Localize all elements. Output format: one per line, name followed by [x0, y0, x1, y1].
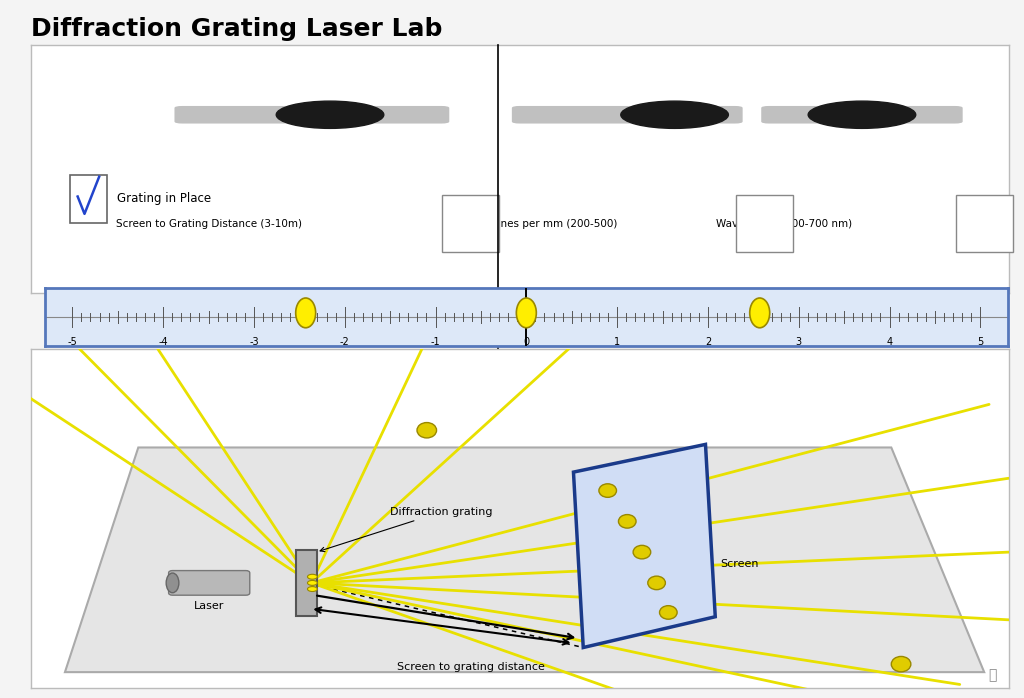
FancyBboxPatch shape: [736, 195, 793, 252]
Text: 1: 1: [614, 338, 621, 348]
Polygon shape: [65, 447, 984, 672]
FancyBboxPatch shape: [70, 175, 106, 223]
Circle shape: [621, 101, 728, 128]
Text: 2: 2: [705, 338, 711, 348]
Text: -1: -1: [431, 338, 440, 348]
Ellipse shape: [296, 298, 315, 328]
Ellipse shape: [618, 514, 636, 528]
Text: Screen to Grating Distance (3-10m): Screen to Grating Distance (3-10m): [116, 218, 302, 229]
FancyBboxPatch shape: [442, 195, 499, 252]
Ellipse shape: [516, 298, 537, 328]
Text: 10: 10: [463, 217, 478, 230]
Ellipse shape: [166, 573, 179, 593]
Text: Screen: Screen: [720, 559, 759, 570]
Ellipse shape: [659, 606, 677, 619]
Text: 4: 4: [887, 338, 893, 348]
Ellipse shape: [599, 484, 616, 498]
Text: -2: -2: [340, 338, 349, 348]
Text: 3: 3: [796, 338, 802, 348]
Text: Grating lines per mm (200-500): Grating lines per mm (200-500): [453, 218, 617, 229]
Ellipse shape: [307, 581, 317, 586]
FancyBboxPatch shape: [955, 195, 1013, 252]
Text: -4: -4: [159, 338, 168, 348]
Ellipse shape: [307, 574, 317, 579]
Text: 0: 0: [523, 338, 529, 348]
Text: Screen to grating distance: Screen to grating distance: [397, 662, 545, 671]
Ellipse shape: [633, 545, 650, 559]
Ellipse shape: [648, 576, 666, 590]
Circle shape: [276, 101, 384, 128]
Ellipse shape: [750, 298, 770, 328]
Text: 500: 500: [753, 217, 775, 230]
Ellipse shape: [417, 422, 436, 438]
Circle shape: [808, 101, 915, 128]
Text: Diffraction Grating Laser Lab: Diffraction Grating Laser Lab: [31, 17, 442, 41]
Ellipse shape: [307, 586, 317, 591]
Text: Diffraction grating: Diffraction grating: [321, 507, 493, 551]
Text: 485: 485: [973, 217, 995, 230]
Text: -3: -3: [249, 338, 259, 348]
FancyBboxPatch shape: [512, 106, 742, 124]
Text: ⛶: ⛶: [988, 669, 997, 683]
Text: Laser: Laser: [194, 602, 224, 611]
Text: 5: 5: [977, 338, 983, 348]
Text: Grating in Place: Grating in Place: [117, 193, 211, 205]
FancyBboxPatch shape: [296, 549, 317, 616]
Ellipse shape: [891, 656, 911, 672]
Polygon shape: [573, 445, 715, 648]
Text: -5: -5: [68, 338, 77, 348]
Text: Wavelength (400-700 nm): Wavelength (400-700 nm): [716, 218, 852, 229]
FancyBboxPatch shape: [174, 106, 450, 124]
FancyBboxPatch shape: [169, 570, 250, 595]
FancyBboxPatch shape: [761, 106, 963, 124]
